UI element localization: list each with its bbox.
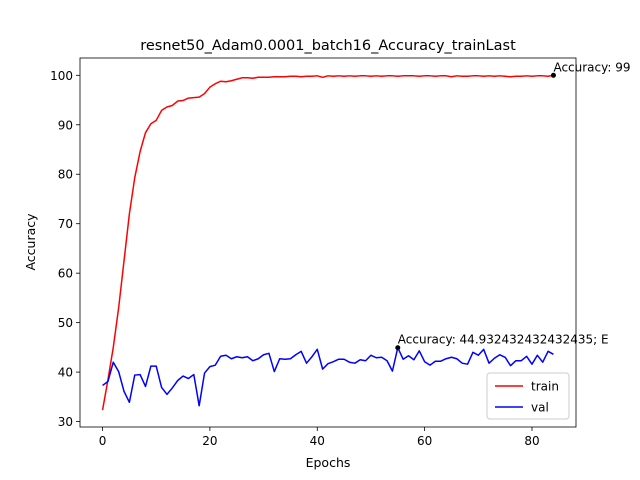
y-tick-label: 90 bbox=[58, 118, 73, 132]
plot-area bbox=[80, 58, 576, 427]
axes-frame bbox=[79, 57, 577, 428]
annotation-label: Accuracy: 99 bbox=[553, 60, 630, 74]
x-tick-label: 0 bbox=[99, 434, 107, 448]
axes-layer bbox=[79, 57, 577, 428]
annotation-marker bbox=[550, 72, 556, 78]
series-line-val bbox=[102, 346, 554, 407]
y-tick-label: 30 bbox=[58, 415, 73, 429]
x-ticks: 0 20 40 60 80 bbox=[99, 427, 540, 448]
y-tick-label: 80 bbox=[58, 168, 73, 182]
x-tick-label: 60 bbox=[417, 434, 432, 448]
annotation-layer: Accuracy: 99 Accuracy: 44.932432432432435… bbox=[395, 60, 631, 351]
series-layer bbox=[101, 74, 554, 411]
legend-label-train: train bbox=[531, 380, 559, 394]
series-line-train bbox=[101, 74, 554, 411]
y-tick-label: 100 bbox=[50, 69, 73, 83]
y-ticks: 30 40 50 60 70 80 90 100 bbox=[50, 69, 80, 429]
annotation-label: Accuracy: 44.932432432432435; E bbox=[398, 333, 609, 347]
y-tick-label: 40 bbox=[58, 366, 73, 380]
y-axis-label: Accuracy bbox=[23, 213, 38, 271]
y-tick-label: 60 bbox=[58, 267, 73, 281]
y-tick-label: 70 bbox=[58, 217, 73, 231]
x-tick-label: 40 bbox=[310, 434, 325, 448]
x-tick-label: 20 bbox=[202, 434, 217, 448]
legend-label-val: val bbox=[531, 401, 549, 415]
chart-title: resnet50_Adam0.0001_batch16_Accuracy_tra… bbox=[140, 38, 516, 54]
x-tick-label: 80 bbox=[524, 434, 539, 448]
legend: train val bbox=[486, 372, 570, 420]
annotation-marker bbox=[395, 345, 401, 351]
x-axis-label: Epochs bbox=[306, 455, 351, 470]
y-tick-label: 50 bbox=[58, 316, 73, 330]
